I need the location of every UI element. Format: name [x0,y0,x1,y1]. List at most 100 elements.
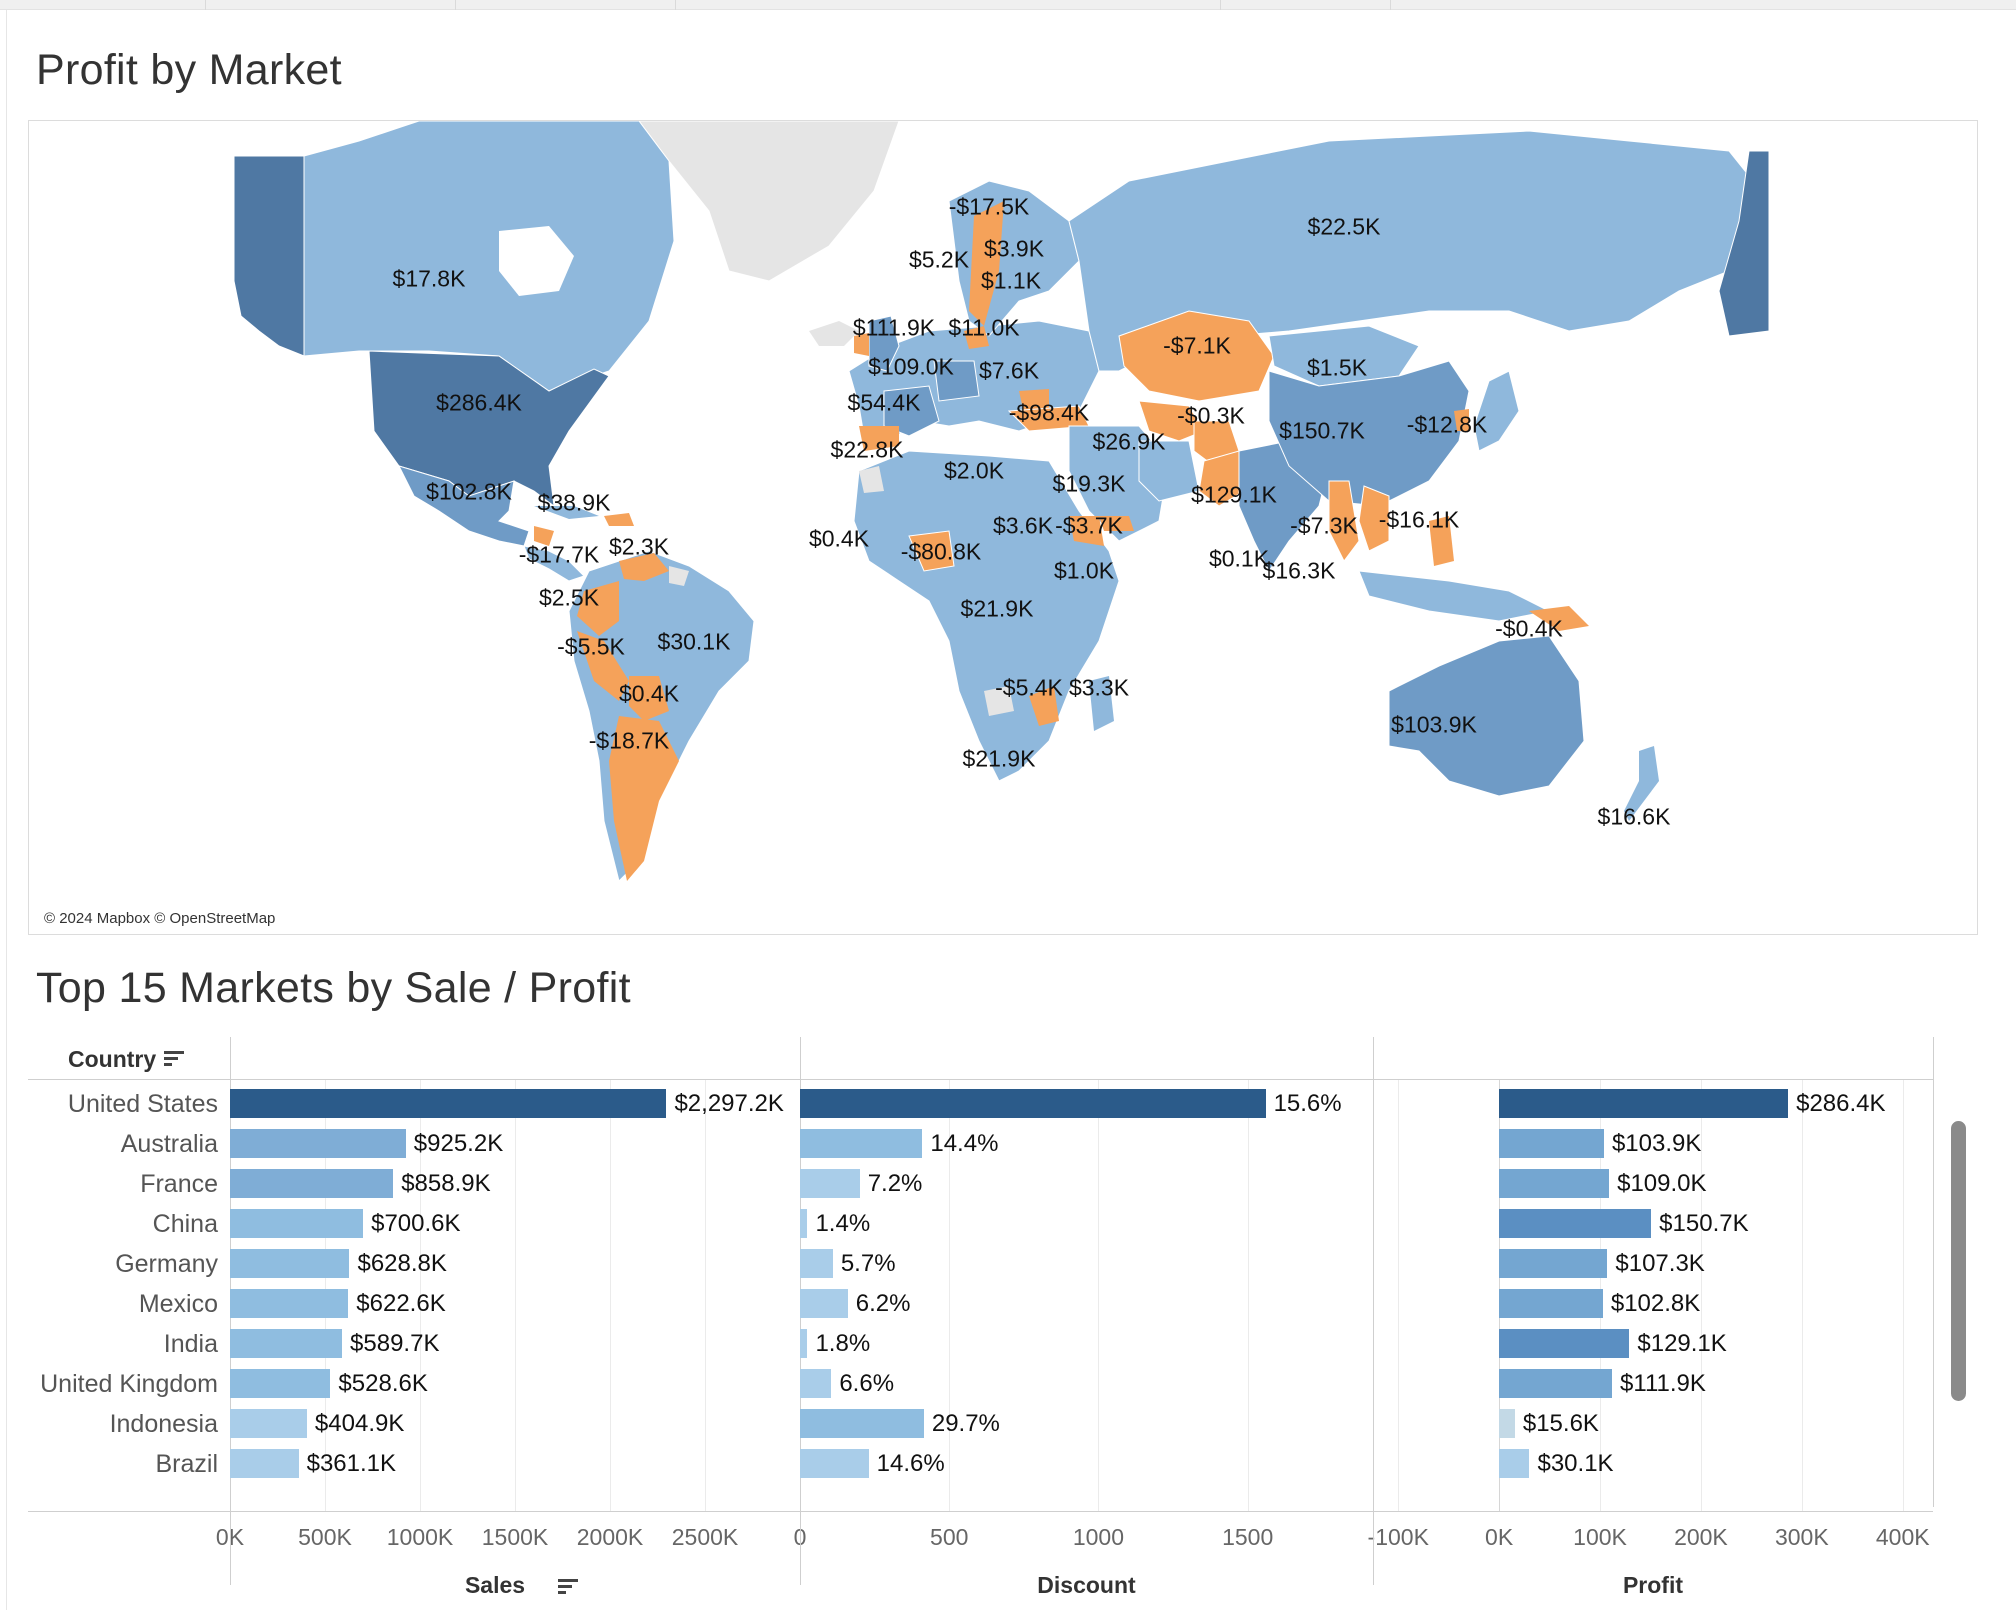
country-label[interactable]: United States [67,1090,218,1118]
sales-axis-title[interactable]: Sales [464,1572,526,1598]
bar-table: Country United States Australia France Chin… [28,1037,1978,1598]
vietnam-negative [1358,485,1390,552]
sales-axis-tick: 2000K [576,1524,644,1550]
profit-bar[interactable] [1499,1089,1789,1118]
country-column-header[interactable]: Country [68,1046,157,1072]
profit-bar[interactable] [1499,1129,1604,1158]
discount-bar[interactable] [800,1369,832,1398]
new-zealand-region [1624,746,1659,821]
country-label[interactable]: Australia [120,1130,218,1158]
discount-bar[interactable] [800,1409,924,1438]
profit-bar[interactable] [1499,1369,1613,1398]
discount-bar[interactable] [800,1209,808,1238]
profit-bar[interactable] [1499,1169,1610,1198]
profit-map[interactable]: $17.8K $286.4K $102.8K $38.9K -$17.7K $2.3K $2… [28,120,1978,935]
france-region [883,385,940,437]
alaska-region [233,155,305,357]
sales-value-label: $404.9K [314,1410,405,1437]
sales-bar[interactable] [230,1369,331,1398]
profit-bar[interactable] [1499,1249,1608,1278]
iran-region [1138,440,1200,502]
sales-bar[interactable] [230,1089,667,1118]
profit-value-label: $111.9K [1620,1370,1706,1397]
profit-value-label: $30.1K [1537,1450,1614,1477]
country-label[interactable]: Germany [115,1250,218,1278]
cuba-region [534,506,599,519]
profit-axis-title[interactable]: Profit [1622,1572,1684,1598]
sales-bar[interactable] [230,1449,299,1478]
baltic-negative [964,326,989,349]
discount-value-label: 5.7% [840,1250,896,1277]
discount-bar[interactable] [800,1129,923,1158]
profit-bar[interactable] [1499,1329,1630,1358]
sales-gridline [705,1079,706,1511]
discount-value-label: 6.6% [839,1370,895,1397]
sales-value-label: $589.7K [350,1330,440,1357]
australia-region [1388,635,1585,797]
profit-bar[interactable] [1499,1289,1603,1318]
sales-axis-tick: 1000K [386,1524,454,1550]
caribbean-negative [604,513,634,526]
profit-value-label: $15.6K [1522,1410,1599,1437]
sales-bar[interactable] [230,1409,307,1438]
discount-value-label: 14.4% [930,1130,999,1157]
profit-gridline [1700,1079,1702,1511]
profit-axis-tick: 300K [1774,1524,1829,1550]
discount-axis-title[interactable]: Discount [1037,1572,1136,1598]
scrollbar-thumb[interactable] [1951,1121,1966,1401]
axis-divider [28,1511,1933,1512]
country-label[interactable]: Indonesia [109,1410,218,1438]
discount-bar[interactable] [800,1249,833,1278]
russia-region [1068,130,1770,372]
map-attribution[interactable]: © 2024 Mapbox © OpenStreetMap [39,908,281,929]
japan-region [1473,370,1520,452]
discount-bar[interactable] [800,1169,860,1198]
profit-axis-tick: 100K [1573,1524,1627,1550]
hudson-bay-water [499,226,574,296]
sales-axis-tick: 2500K [671,1524,739,1550]
discount-bar[interactable] [800,1089,1266,1118]
discount-gridline [1247,1079,1249,1511]
sort-icon[interactable] [164,1049,186,1069]
venezuela-negative [619,553,669,581]
iceland-region [809,321,859,346]
sales-bar[interactable] [230,1329,343,1358]
country-label[interactable]: Brazil [155,1450,218,1478]
sales-bar[interactable] [230,1169,394,1198]
country-label[interactable]: France [140,1170,218,1198]
discount-bar[interactable] [800,1289,848,1318]
profit-bar[interactable] [1499,1409,1515,1438]
sales-bar[interactable] [230,1289,349,1318]
discount-bar[interactable] [800,1329,808,1358]
profit-value-label: $129.1K [1637,1330,1727,1357]
sales-value-label: $858.9K [401,1170,491,1197]
discount-value-label: 14.6% [876,1450,945,1477]
vertical-scrollbar[interactable] [1948,1079,1970,1509]
profit-bar[interactable] [1499,1209,1652,1238]
country-label[interactable]: India [163,1330,218,1358]
africa-region [853,450,1120,782]
profit-bar[interactable] [1499,1449,1530,1478]
sales-value-label: $925.2K [413,1130,504,1157]
discount-gridline [949,1079,951,1511]
country-label[interactable]: United Kingdom [40,1370,218,1398]
colombia-negative [577,581,619,636]
profit-value-label: $109.0K [1617,1170,1707,1197]
discount-bar[interactable] [800,1449,869,1478]
table-title: Top 15 Markets by Sale / Profit [36,964,631,1012]
country-row-labels: United States Australia France China Germany… [28,1037,218,1557]
sales-gridline [610,1079,611,1511]
profit-value-label: $150.7K [1659,1210,1749,1237]
country-label[interactable]: Mexico [138,1290,218,1318]
sales-bar[interactable] [230,1129,406,1158]
sales-bar[interactable] [230,1249,350,1278]
profit-axis-tick: 200K [1674,1524,1728,1550]
profit-axis-tick: -100K [1367,1524,1429,1550]
sales-bar[interactable] [230,1209,364,1238]
profit-value-label: $107.3K [1615,1250,1705,1277]
philippines-negative [1429,516,1454,566]
sales-sort-icon[interactable] [558,1577,580,1597]
country-label[interactable]: China [152,1210,218,1238]
germany-region [933,360,980,402]
map-title: Profit by Market [36,46,342,94]
